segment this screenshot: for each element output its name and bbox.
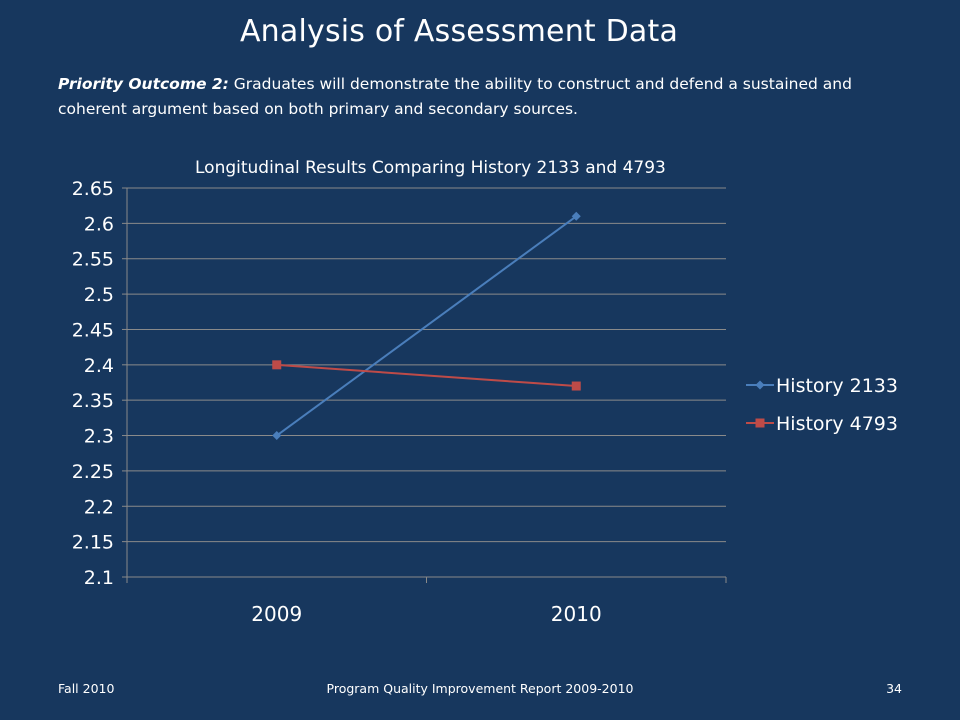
series-line-history-2133 — [276, 215, 577, 437]
data-point-history-4793 — [571, 381, 581, 391]
y-tick-label: 2.55 — [72, 249, 114, 271]
footer-date: Fall 2010 — [58, 681, 115, 696]
footer-page-number: 34 — [886, 681, 902, 696]
y-tick-label: 2.1 — [84, 567, 114, 589]
data-point-history-2133 — [272, 431, 282, 441]
y-tick-label: 2.5 — [84, 284, 114, 306]
series-line-history-4793 — [276, 363, 577, 388]
y-tick-label: 2.4 — [84, 355, 114, 377]
legend-label-history-2133: History 2133 — [776, 375, 898, 397]
y-tick-label: 2.15 — [72, 532, 114, 554]
legend-label-history-4793: History 4793 — [776, 413, 898, 435]
data-point-history-2133 — [571, 211, 581, 221]
priority-outcome-text: Priority Outcome 2: Graduates will demon… — [58, 72, 898, 122]
y-tick-label: 2.6 — [84, 213, 114, 235]
legend-marker-history-2133 — [755, 380, 765, 390]
y-tick-label: 2.2 — [84, 496, 114, 518]
footer-report-title: Program Quality Improvement Report 2009-… — [326, 681, 634, 696]
legend-marker-history-4793 — [755, 418, 765, 428]
outcome-body: Graduates will demonstrate the ability t… — [58, 75, 852, 118]
slide-title: Analysis of Assessment Data — [239, 14, 679, 49]
x-tick-label: 2009 — [251, 602, 302, 626]
chart-title: Longitudinal Results Comparing History 2… — [195, 158, 666, 178]
data-point-history-4793 — [272, 360, 282, 370]
y-tick-label: 2.3 — [84, 426, 114, 448]
y-tick-label: 2.25 — [72, 461, 114, 483]
y-tick-label: 2.35 — [72, 390, 114, 412]
y-tick-label: 2.45 — [72, 319, 114, 341]
outcome-lead: Priority Outcome 2: — [58, 75, 229, 93]
x-tick-label: 2010 — [551, 602, 602, 626]
y-tick-label: 2.65 — [72, 178, 114, 200]
